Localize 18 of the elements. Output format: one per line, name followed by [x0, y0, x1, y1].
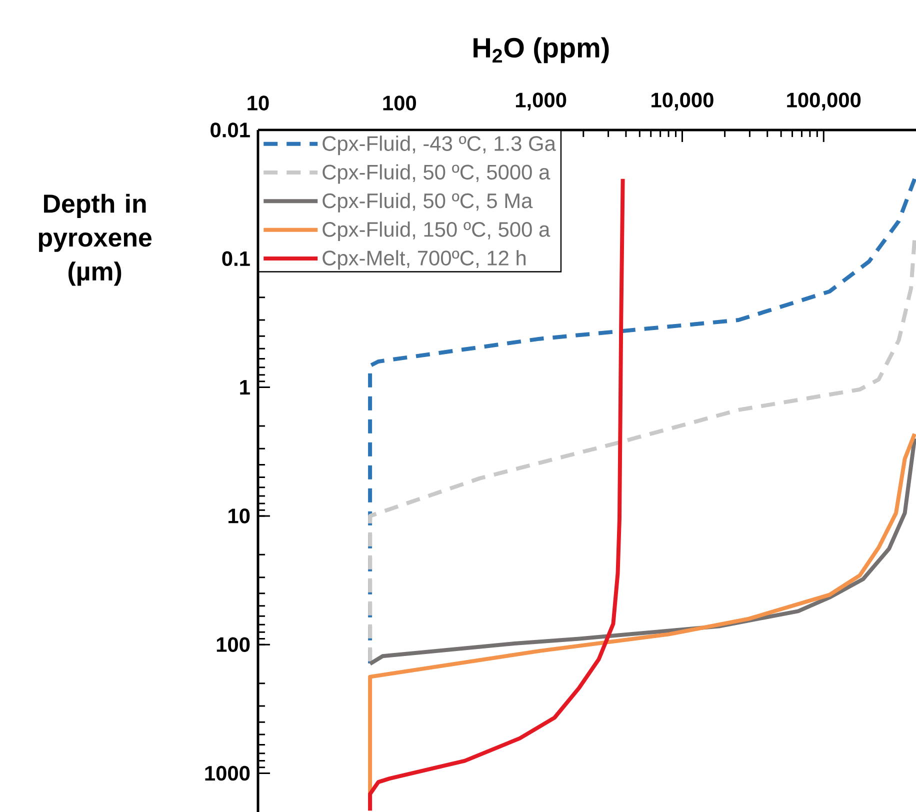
y-axis-title: Depth in pyroxene (µm) — [38, 194, 152, 286]
x-tick-label: 100 — [383, 96, 416, 110]
legend-label: Cpx-Fluid, -43 ºC, 1.3 Ga — [322, 136, 556, 156]
x-tick-label: 10,000 — [652, 92, 714, 110]
x-tick-label: 1,000 — [516, 92, 566, 110]
y-tick-label: 0.1 — [222, 251, 250, 266]
y-tick-label: 10 — [228, 508, 250, 524]
legend-label: Cpx-Fluid, 50 ºC, 5 Ma — [322, 192, 533, 212]
y-tick-label: 1000 — [205, 766, 250, 781]
x-tick-label: 100,000 — [787, 92, 861, 110]
legend-label: Cpx-Fluid, 150 ºC, 500 a — [322, 222, 550, 241]
y-tick-label: 1 — [240, 380, 250, 394]
legend-label: Cpx-Fluid, 50 ºC, 5000 a — [322, 164, 550, 184]
y-tick-label: 0.01 — [210, 122, 250, 138]
x-tick-label: 10 — [248, 96, 269, 110]
x-axis-title: H$_{2}$O (ppm) — [474, 37, 609, 64]
y-tick-label: 100 — [216, 637, 250, 652]
legend-label: Cpx-Melt, 700ºC, 12 h — [322, 250, 526, 270]
